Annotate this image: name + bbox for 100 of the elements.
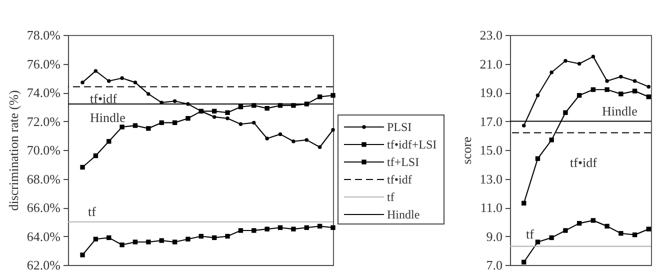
point: [106, 139, 112, 144]
ref-line-label: Hindle: [602, 103, 638, 118]
legend-label: PLSI: [387, 120, 412, 134]
point: [252, 228, 256, 233]
point: [330, 225, 336, 230]
point: [549, 235, 554, 240]
point: [94, 69, 98, 73]
point: [198, 234, 204, 239]
point: [563, 228, 568, 233]
y-tick-label: 17.0: [480, 114, 502, 129]
point: [318, 145, 322, 149]
y-tick-label: 64.0%: [26, 228, 61, 244]
point: [120, 124, 124, 130]
point: [186, 116, 190, 121]
point: [292, 140, 296, 144]
point: [238, 122, 243, 126]
point: [278, 132, 282, 136]
point: [590, 87, 596, 92]
text: tf: [387, 190, 394, 204]
ref-line-label: tf: [526, 226, 535, 242]
point: [252, 120, 256, 125]
point: [522, 124, 526, 128]
point: [535, 156, 540, 161]
y-tick-label: 13.0: [480, 171, 502, 186]
point: [186, 236, 190, 242]
point: [93, 236, 98, 242]
point: [564, 59, 568, 63]
y-tick-label: 7.0: [486, 258, 502, 271]
point: [80, 252, 85, 258]
point: [604, 87, 610, 92]
point: [317, 94, 322, 100]
point: [212, 108, 217, 114]
y-tick-label: 74.0%: [26, 85, 61, 100]
legend-label: Hindle: [387, 208, 420, 222]
y-tick-label: 9.0: [486, 228, 502, 244]
point: [619, 74, 623, 79]
point: [632, 79, 637, 83]
point: [646, 226, 651, 232]
point: [550, 70, 554, 74]
point: [576, 93, 582, 98]
point: [132, 123, 138, 128]
text: tf•idf: [90, 90, 117, 106]
point: [646, 84, 651, 89]
y-tick-label: 76.0%: [26, 56, 61, 72]
y-tick-label: 11.0: [480, 200, 502, 215]
point: [522, 260, 526, 264]
point: [522, 200, 526, 206]
ref-line-label: tf•idf: [570, 154, 598, 170]
point: [146, 126, 151, 131]
point: [120, 76, 124, 80]
point: [632, 88, 638, 94]
point: [576, 220, 582, 226]
y-tick-label: 72.0%: [26, 114, 61, 129]
legend-label: tf•idf+LSI: [387, 138, 437, 152]
point: [80, 164, 85, 170]
point: [159, 120, 164, 126]
y-tick-label: 78.0%: [26, 28, 61, 42]
legend-label: tf•idf: [387, 172, 412, 186]
point: [304, 225, 309, 230]
y-tick-label: 19.0: [480, 85, 502, 100]
point: [226, 116, 230, 120]
point: [159, 238, 164, 243]
point: [590, 218, 596, 223]
point: [563, 110, 568, 115]
point: [330, 93, 336, 98]
point: [264, 106, 270, 111]
point: [212, 235, 217, 240]
point: [120, 242, 124, 248]
point: [618, 92, 624, 96]
y-tick-label: 21.0: [480, 56, 502, 72]
point: [549, 138, 554, 142]
ref-line-label: tf: [88, 204, 97, 219]
point: [107, 79, 111, 83]
point: [172, 99, 177, 103]
y-tick-label: 23.0: [480, 28, 502, 42]
point: [264, 226, 270, 232]
y-tick-label: 15.0: [480, 142, 502, 158]
point: [304, 138, 309, 142]
point: [632, 232, 638, 238]
point: [80, 80, 84, 84]
legend-label: tf+LSI: [387, 155, 420, 169]
point: [646, 94, 651, 100]
point: [618, 231, 624, 236]
y-axis-title: discrimination rate (%): [6, 90, 21, 211]
point: [172, 120, 178, 126]
point: [225, 234, 230, 239]
point: [591, 54, 596, 58]
point: [278, 225, 283, 230]
y-axis-title: score: [458, 136, 474, 164]
point: [331, 128, 335, 132]
point: [577, 62, 582, 66]
point: [225, 110, 230, 115]
point: [212, 115, 216, 119]
point: [172, 240, 178, 244]
point: [238, 104, 244, 110]
point: [535, 240, 540, 244]
point: [132, 240, 138, 244]
y-tick-label: 62.0%: [26, 258, 61, 271]
point: [604, 224, 610, 229]
point: [536, 94, 540, 98]
